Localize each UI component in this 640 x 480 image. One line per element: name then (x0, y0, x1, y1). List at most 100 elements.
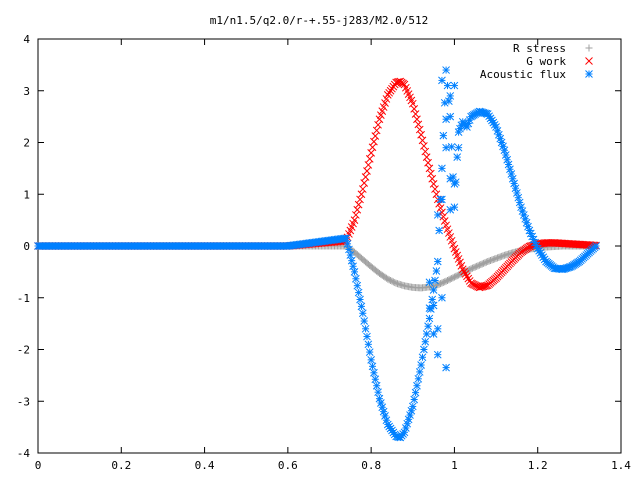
data-point (350, 216, 359, 224)
data-point (364, 161, 373, 169)
data-point (503, 155, 512, 164)
data-point (425, 314, 434, 323)
data-point (424, 322, 432, 331)
data-point (414, 374, 423, 383)
data-point (446, 92, 455, 100)
data-point (365, 348, 374, 356)
x-tick-label: 1.4 (611, 459, 631, 472)
data-point (379, 103, 388, 111)
data-point (438, 293, 446, 302)
data-point (381, 412, 389, 420)
data-point (510, 179, 518, 188)
data-point (501, 151, 510, 159)
y-tick-label: 4 (23, 33, 30, 46)
data-point (411, 110, 420, 118)
data-point (513, 189, 521, 197)
data-point (395, 77, 403, 86)
y-tick-label: 2 (23, 137, 30, 150)
y-tick-label: -2 (17, 344, 30, 357)
data-point (514, 193, 523, 202)
data-point (352, 211, 360, 219)
series-r-stress (34, 242, 600, 292)
data-point (445, 97, 453, 105)
data-point (450, 81, 459, 90)
y-tick-label: 1 (23, 188, 30, 201)
y-tick-label: -4 (17, 447, 31, 460)
data-point (429, 301, 438, 310)
data-point (442, 143, 450, 152)
data-point (364, 340, 373, 349)
series-acoustic-flux (34, 66, 600, 442)
data-point (428, 174, 437, 183)
x-tick-label: 0.4 (195, 459, 215, 472)
data-point (428, 295, 437, 304)
x-tick-label: 1.2 (528, 459, 548, 472)
x-tick-label: 0.2 (111, 459, 131, 472)
data-point (507, 170, 516, 178)
data-point (360, 317, 369, 325)
data-point (406, 411, 414, 419)
series-layer (34, 66, 600, 442)
data-point (500, 146, 509, 155)
data-point (368, 362, 377, 371)
data-point (403, 419, 412, 428)
x-tick-label: 0 (35, 459, 42, 472)
data-point (357, 190, 366, 199)
data-point (481, 282, 489, 290)
data-point (446, 205, 455, 214)
data-point (439, 212, 448, 221)
data-point (360, 179, 369, 187)
legend-marker (585, 44, 593, 52)
legend-label: Acoustic flux (480, 68, 566, 81)
data-point (515, 198, 524, 207)
data-point (429, 330, 438, 338)
data-point (365, 155, 374, 163)
data-point (363, 332, 371, 341)
data-point (446, 174, 455, 183)
data-point (443, 81, 452, 90)
x-tick-label: 0.8 (361, 459, 381, 472)
y-axis-ticks: -4 -3 -2 -1 0 1 2 3 4 (17, 33, 621, 460)
legend-label: G work (526, 55, 566, 68)
data-point (410, 105, 419, 113)
data-point (458, 265, 467, 274)
data-point (435, 226, 444, 235)
data-point (460, 267, 468, 276)
y-tick-label: 3 (23, 85, 30, 98)
data-point (436, 204, 445, 212)
data-point (454, 143, 463, 152)
series-acoustic-flux-scattered- (425, 76, 463, 372)
data-point (352, 274, 360, 283)
data-point (438, 195, 446, 204)
data-point (431, 185, 439, 193)
data-point (426, 169, 435, 178)
data-point (372, 381, 381, 390)
data-point (415, 125, 424, 134)
data-point (382, 95, 391, 103)
data-point (358, 309, 367, 318)
data-point (504, 160, 513, 169)
data-point (442, 115, 450, 124)
data-point (420, 345, 428, 354)
x-tick-label: 1 (451, 459, 458, 472)
legend-marker (585, 70, 593, 78)
data-point (377, 111, 385, 120)
data-point (367, 355, 375, 364)
y-tick-label: -3 (17, 395, 30, 408)
data-point (429, 286, 438, 294)
data-point (357, 302, 366, 311)
data-point (439, 131, 448, 140)
data-point (354, 288, 363, 297)
chart-title: m1/n1.5/q2.0/r-+.55-j283/M2.0/512 (210, 14, 429, 27)
data-point (400, 428, 409, 437)
data-point (438, 76, 446, 85)
data-point (371, 375, 380, 384)
data-point (463, 272, 471, 281)
data-point (438, 164, 446, 173)
data-point (450, 180, 459, 188)
data-point (461, 270, 470, 278)
data-point (413, 381, 421, 390)
data-point (442, 66, 450, 74)
data-point (363, 167, 371, 175)
data-point (361, 324, 370, 333)
